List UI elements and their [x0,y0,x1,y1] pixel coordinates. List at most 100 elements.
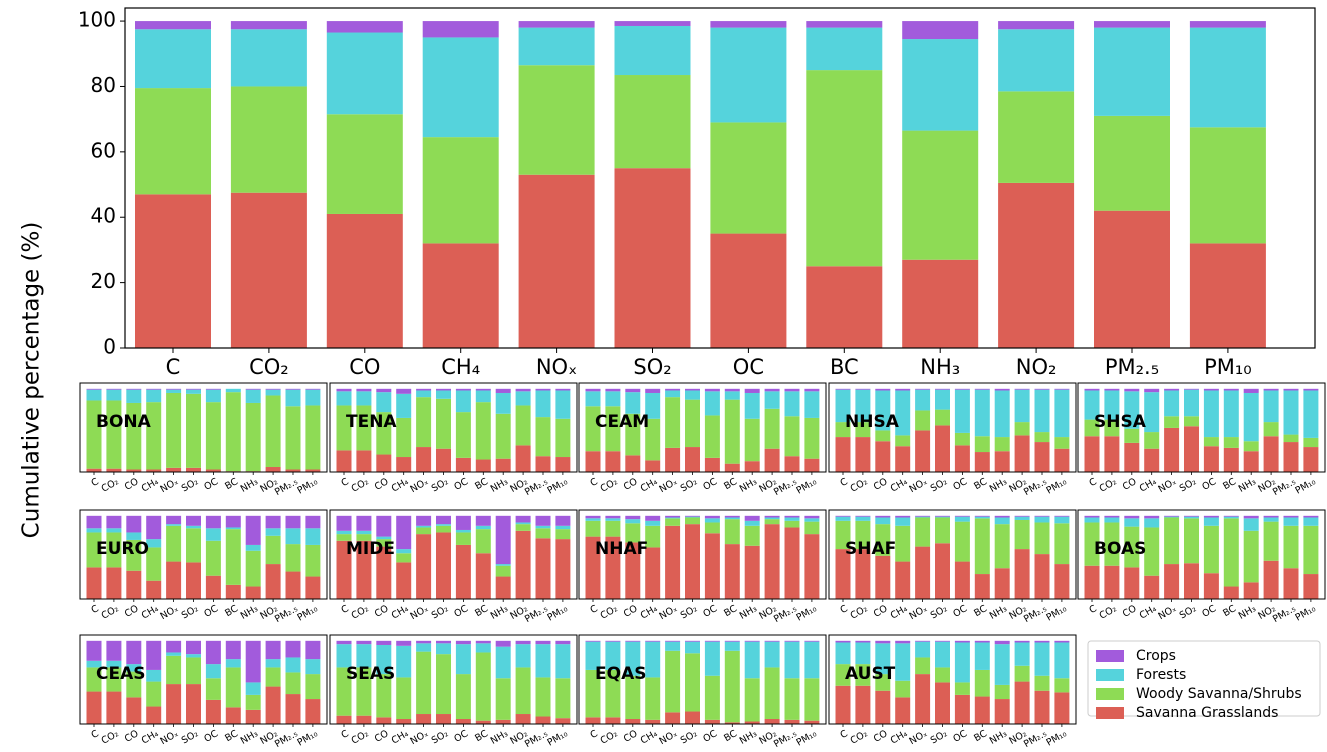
bar-segment [764,515,780,518]
bar-segment [1303,437,1319,448]
x-tick-label: NOₓ [658,728,680,747]
bar-segment [895,561,911,599]
bar-segment [1124,515,1140,519]
bar-segment [804,388,820,392]
bar-segment [515,524,531,531]
x-tick-label: NH₃ [239,476,260,495]
bar-segment [804,640,820,642]
bar-segment [1144,527,1160,576]
bar-segment [954,521,970,562]
bar-segment [515,640,531,645]
bar-segment [724,544,740,599]
bar-segment [455,544,471,599]
bar-segment [764,408,780,449]
bar-segment [994,390,1010,438]
bar-segment [1203,525,1219,574]
bar-segment [475,643,491,653]
bar-segment [1104,565,1120,599]
x-tick-label: CO [622,603,640,620]
bar-segment [126,389,142,403]
bar-segment [86,388,102,390]
bar-segment [1054,389,1070,438]
bar-segment [555,718,571,724]
bar-segment [1303,574,1319,599]
x-tick-label: CO₂ [100,728,121,747]
x-tick-label: NOₓ [409,728,431,747]
x-tick-label: PM₂.₅ [1105,355,1159,379]
bar-segment [495,678,511,720]
bar-segment [804,720,820,724]
bar-segment [994,684,1010,700]
bar-segment [1104,419,1120,437]
bar-segment [106,691,122,724]
bar-segment [804,417,820,459]
bar-segment [645,392,661,419]
bar-segment [915,640,931,642]
bar-segment [744,515,760,521]
x-tick-label: C [838,728,850,741]
x-tick-label: CO [1121,603,1139,620]
bar-segment [915,674,931,724]
bar-segment [1263,517,1279,522]
bar-segment [326,32,403,115]
x-tick-label: CO [622,728,640,745]
bar-segment [416,388,432,391]
bar-segment [535,390,551,418]
bar-segment [1084,517,1100,523]
bar-segment [614,75,691,169]
bar-segment [784,515,800,518]
x-tick-label: CO₂ [350,603,371,622]
bar-segment [895,697,911,724]
bar-segment [895,435,911,447]
plot-frame [578,634,827,725]
bar-segment [974,669,990,697]
bar-segment [1094,210,1170,348]
bar-segment [1223,390,1239,438]
bar-segment [265,388,281,390]
bar-segment [1124,567,1140,599]
bar-segment [935,682,950,724]
bar-segment [704,533,720,599]
bar-segment [106,567,122,599]
bar-segment [376,644,392,675]
bar-segment [396,640,412,646]
bar-segment [1014,388,1030,390]
bar-segment [225,640,241,660]
bar-segment [376,388,392,393]
bar-segment [806,266,883,348]
bar-segment [994,515,1010,518]
x-tick-label: NH₃ [489,603,510,622]
bar-segment [994,451,1010,472]
bar-segment [665,388,681,391]
bar-segment [804,678,820,721]
x-tick-label: OC [701,476,719,493]
bar-segment [764,719,780,724]
bar-segment [495,515,511,565]
bar-segment [285,406,301,470]
bar-segment [495,719,511,724]
bar-segment [356,540,372,599]
bar-segment [555,539,571,599]
bar-segment [285,571,301,599]
bar-segment [495,564,511,566]
x-tick-label: C [89,476,101,489]
bar-segment [396,393,412,418]
bar-segment [518,21,595,28]
plot-frame [578,382,827,473]
region-label: NHSA [845,412,900,432]
bar-segment [1014,549,1030,599]
bar-segment [835,516,851,521]
bar-segment [665,390,681,398]
bar-segment [515,644,531,668]
bar-segment [895,680,911,698]
bar-segment [1124,388,1140,392]
bar-segment [245,682,261,695]
bar-segment [376,717,392,724]
bar-segment [1144,432,1160,449]
bar-segment [356,450,372,472]
bar-segment [1283,442,1299,472]
x-tick-label: C [339,603,351,616]
x-tick-label: CO [872,728,890,745]
bar-segment [614,21,691,26]
bar-segment [475,402,491,460]
